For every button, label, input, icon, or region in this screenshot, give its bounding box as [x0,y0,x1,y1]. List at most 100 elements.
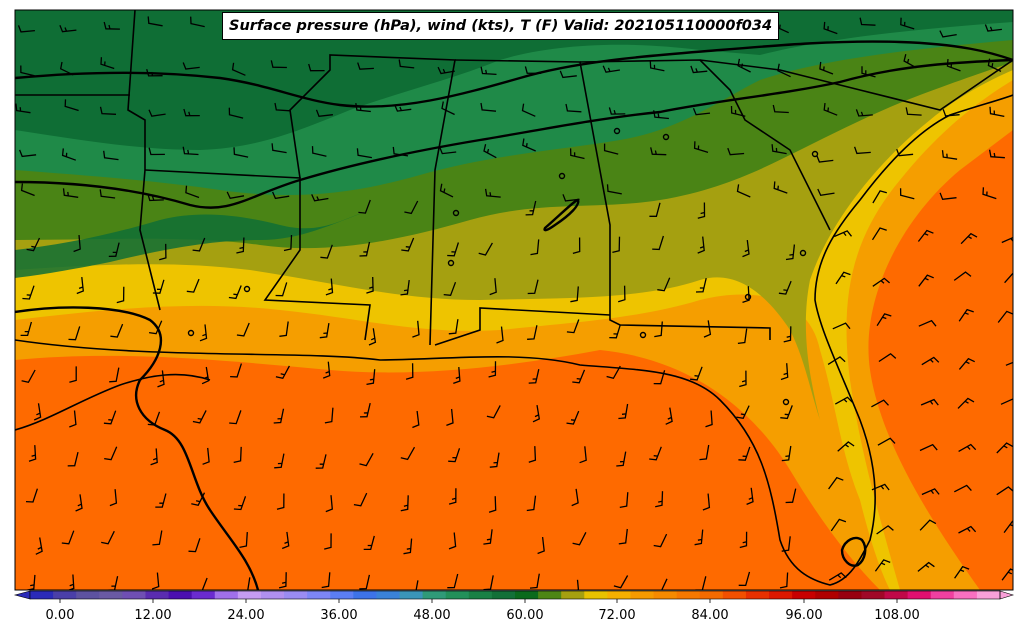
wind-barb [192,237,206,252]
wind-barb [650,147,667,156]
map-title: Surface pressure (hPa), wind (kts), T (F… [222,12,780,40]
wind-barb [233,496,247,511]
wind-barb [939,30,957,38]
wind-barb [918,319,937,327]
wind-barb [608,107,626,115]
wind-barb [412,580,419,590]
wind-barb [527,279,539,295]
wind-barb [239,532,248,549]
wind-barb [319,322,330,339]
wind-barb [183,108,200,117]
wind-barb [103,410,117,425]
wind-barb [186,278,200,293]
wind-barb [785,488,797,504]
wind-barb [982,187,997,200]
wind-barb [61,148,77,161]
colorbar-tick-label: 96.00 [785,608,823,623]
wind-barb [18,149,37,158]
wind-barb [738,571,751,587]
wind-barb [996,486,1013,496]
wind-barb [15,103,31,114]
wind-barb [819,61,834,75]
wind-barb [20,65,35,77]
wind-barb [528,369,540,384]
wind-barb [484,188,501,198]
wind-barb [958,525,977,534]
wind-barb [830,518,847,532]
colorbar-tick-label: 84.00 [691,608,729,623]
wind-barb [110,323,124,338]
wind-barb [828,572,847,581]
colorbar-tick-labels: 0.00 12.00 24.00 36.00 48.00 60.00 72.00… [0,604,1022,628]
wind-barb [230,363,243,378]
wind-barb [958,443,977,452]
wind-barb [654,578,668,590]
wind-barb [737,58,751,73]
wind-barb [448,448,461,463]
wind-barb [325,278,334,296]
wind-barb [878,352,897,363]
wind-barb [195,577,208,590]
wind-barb [738,446,751,461]
wind-barb [957,397,975,409]
wind-barb [147,411,161,426]
colorbar-segment [653,591,678,599]
colorbar-tick-label: 60.00 [506,608,544,623]
wind-barb [159,243,167,261]
colorbar-segment [769,591,793,599]
wind-barb [276,493,285,510]
wind-barb [437,66,455,75]
wind-barb [572,532,587,546]
wind-barb [231,62,246,76]
wind-barb [148,147,165,156]
colorbar-segment [468,591,493,599]
wind-barb [988,149,1005,159]
wind-barb [861,66,876,78]
colorbar-segment [191,591,216,599]
wind-barb [359,402,371,418]
wind-barb [325,495,333,513]
wind-barb [537,537,545,555]
wind-barb [99,189,116,199]
colorbar-segment [630,591,655,599]
wind-barb [785,244,796,261]
colorbar-segment [445,591,470,599]
wind-barb [274,453,285,469]
wind-barb [400,495,409,512]
wind-barb [103,150,119,161]
wind-barb [75,494,83,512]
wind-barb [443,281,457,296]
wind-barb [737,328,748,345]
wind-barb [322,361,331,379]
wind-barb [311,194,329,202]
wind-barb [480,102,497,112]
colorbar-segment [214,591,239,599]
colorbar-extend-high [999,590,1015,600]
temperature-field [15,10,1013,590]
wind-barb [147,16,163,27]
isobars [15,40,1013,590]
wind-barb [69,410,77,428]
wind-barb [73,235,81,253]
wind-barb [274,102,291,112]
wind-barb [400,280,410,296]
wind-barb [398,59,415,69]
wind-barb [834,396,853,405]
state-boundaries [15,10,1013,586]
wind-barb [613,575,629,589]
wind-barb [202,447,210,465]
wind-barb [489,452,500,468]
wind-barb [478,242,493,256]
wind-barb [855,109,873,117]
wind-barb [896,148,914,157]
wind-barb [447,573,459,589]
wind-barb [62,188,79,198]
wind-barb [22,285,35,300]
wind-barb [532,404,541,423]
colorbar-segment [491,591,516,599]
wind-barb [835,271,851,285]
wind-barb [562,194,580,202]
wind-barb [446,408,454,427]
wind-barb [103,21,120,30]
wind-barb [236,237,245,254]
